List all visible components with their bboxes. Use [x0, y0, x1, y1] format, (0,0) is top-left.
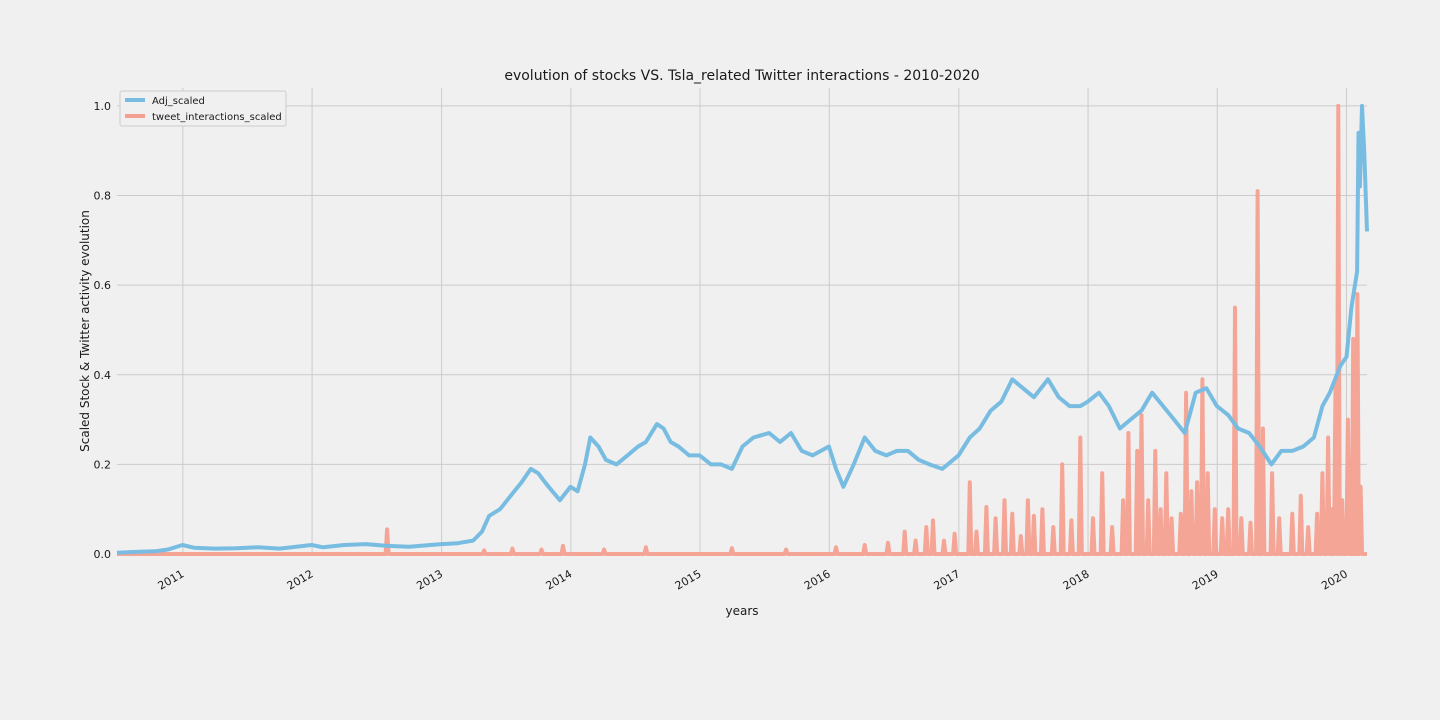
y-tick-label: 0.2 — [94, 458, 112, 471]
series-line-tweet-interactions-scaled — [117, 103, 1367, 556]
x-axis-label: years — [725, 604, 758, 618]
legend-box — [119, 90, 287, 127]
x-tick-label: 2013 — [414, 567, 445, 592]
y-axis-label: Scaled Stock & Twitter activity evolutio… — [78, 210, 92, 452]
y-tick-label: 0.6 — [94, 279, 112, 292]
x-tick-label: 2020 — [1319, 567, 1350, 592]
x-tick-label: 2014 — [544, 567, 575, 592]
chart-title: evolution of stocks VS. Tsla_related Twi… — [504, 68, 979, 84]
x-tick-label: 2015 — [673, 567, 704, 592]
series-line-adj-scaled — [116, 103, 1369, 555]
series-lines — [116, 103, 1369, 556]
plot-area-background — [117, 88, 1367, 554]
x-tick-label: 2019 — [1190, 567, 1221, 592]
x-tick-label: 2012 — [285, 567, 316, 592]
grid-lines — [117, 88, 1367, 555]
legend-label-adj-scaled: Adj_scaled — [152, 96, 205, 107]
legend: Adj_scaled tweet_interactions_scaled — [119, 90, 287, 127]
x-tick-label: 2018 — [1061, 567, 1092, 592]
legend-label-tweet-interactions-scaled: tweet_interactions_scaled — [152, 112, 282, 123]
x-tick-label: 2017 — [932, 567, 963, 592]
y-tick-label: 0.4 — [94, 369, 112, 382]
y-tick-label: 1.0 — [94, 100, 112, 113]
x-tick-label: 2011 — [156, 567, 187, 592]
x-tick-label: 2016 — [802, 567, 833, 592]
y-tick-label: 0.0 — [94, 548, 112, 561]
y-tick-label: 0.8 — [94, 190, 112, 203]
